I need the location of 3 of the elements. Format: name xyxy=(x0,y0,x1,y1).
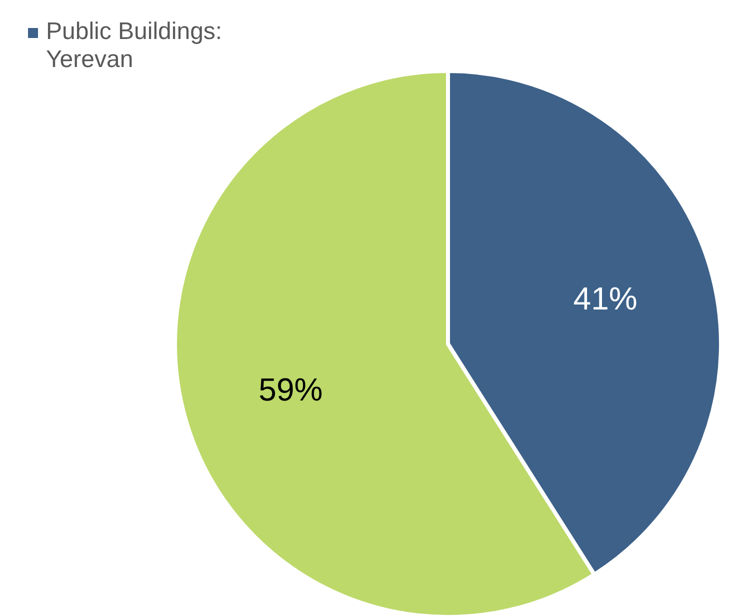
data-label: 59% xyxy=(258,372,323,408)
legend-label: Public Buildings: Yerevan xyxy=(46,18,224,74)
data-label: 41% xyxy=(573,280,638,316)
